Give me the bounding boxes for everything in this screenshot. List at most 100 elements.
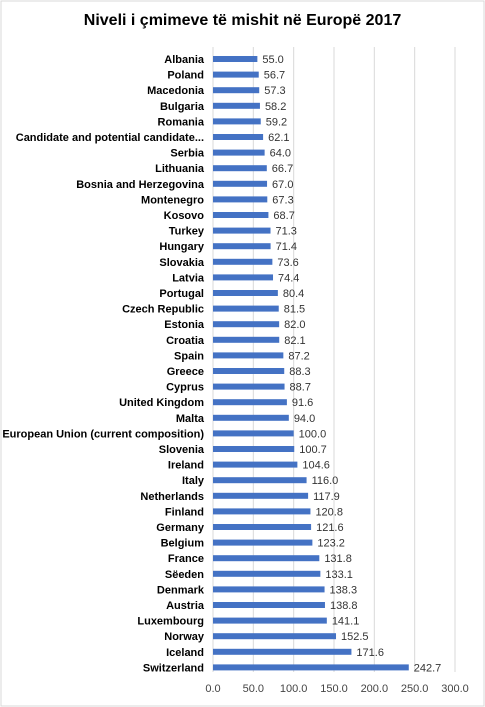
data-label: 91.6: [292, 397, 313, 409]
bar: [213, 118, 261, 125]
data-label: 100.0: [299, 428, 327, 440]
bar: [213, 508, 311, 515]
category-label: European Union (current composition): [2, 428, 204, 440]
data-label: 123.2: [317, 538, 345, 550]
data-label: 120.8: [315, 506, 343, 518]
bar: [213, 539, 313, 546]
data-label: 171.6: [356, 647, 384, 659]
category-label: Spain: [174, 350, 204, 362]
data-label: 82.0: [284, 319, 305, 331]
bar: [213, 570, 321, 577]
data-label: 117.9: [313, 491, 340, 503]
data-label: 242.7: [414, 662, 442, 674]
bar: [213, 165, 267, 172]
data-label: 57.3: [264, 85, 285, 97]
bar: [213, 134, 264, 140]
category-label: Denmark: [157, 584, 205, 596]
category-label: France: [168, 553, 204, 565]
category-label: Slovenia: [159, 444, 205, 456]
data-label: 138.3: [330, 584, 358, 596]
x-tick-label: 250.0: [401, 683, 429, 695]
bar: [213, 602, 325, 608]
x-tick-label: 150.0: [320, 683, 348, 695]
bar: [213, 305, 279, 312]
data-label: 82.1: [284, 335, 305, 347]
bar: [213, 368, 285, 374]
data-label: 88.7: [290, 382, 311, 394]
data-label: 94.0: [294, 413, 315, 425]
bar: [213, 524, 312, 530]
category-label: Netherlands: [140, 491, 204, 503]
bar: [213, 336, 280, 343]
data-label: 88.3: [289, 366, 310, 378]
data-label: 131.8: [324, 553, 352, 565]
category-label: Luxembourg: [137, 616, 204, 628]
bar: [213, 477, 307, 484]
x-tick-label: 50.0: [243, 683, 264, 695]
data-label: 74.4: [278, 272, 299, 284]
category-label: Norway: [164, 631, 205, 643]
bar: [213, 414, 289, 421]
bar: [213, 617, 327, 624]
category-label: Bulgaria: [160, 101, 205, 113]
bar: [213, 196, 268, 203]
bar: [213, 212, 269, 218]
bar: [213, 290, 278, 296]
category-label: Austria: [166, 600, 205, 612]
category-label: Italy: [182, 475, 205, 487]
bar: [213, 492, 309, 499]
bar: [213, 149, 265, 156]
bar: [213, 227, 271, 234]
category-label: Switzerland: [143, 662, 204, 674]
data-label: 116.0: [312, 475, 339, 487]
bar: [213, 430, 294, 437]
category-label: Turkey: [169, 226, 205, 238]
bar: [213, 648, 352, 655]
data-label: 71.3: [276, 226, 297, 238]
x-tick-label: 200.0: [361, 683, 389, 695]
category-label: Belgium: [161, 538, 205, 550]
category-label: Hungary: [159, 241, 205, 253]
bar: [213, 180, 268, 187]
data-label: 67.0: [272, 179, 293, 191]
category-label: Kosovo: [164, 210, 205, 222]
bar: [213, 274, 274, 281]
category-label: Montenegro: [141, 194, 204, 206]
data-label: 67.3: [272, 194, 293, 206]
bar: [213, 555, 320, 562]
bar: [213, 321, 280, 328]
data-label: 141.1: [332, 616, 360, 628]
category-label: Greece: [167, 366, 204, 378]
data-label: 81.5: [284, 304, 305, 316]
bar: [213, 586, 325, 593]
category-label: Czech Republic: [122, 304, 204, 316]
category-label: Latvia: [172, 272, 205, 284]
data-label: 133.1: [325, 569, 353, 581]
category-label: Croatia: [166, 335, 205, 347]
category-label: Malta: [176, 413, 205, 425]
bars: [213, 56, 409, 671]
category-label: Bosnia and Herzegovina: [76, 179, 205, 191]
data-label: 58.2: [265, 101, 286, 113]
category-label: Finland: [165, 506, 204, 518]
category-label: Serbia: [170, 148, 205, 160]
x-tick-label: 300.0: [441, 683, 469, 695]
category-label: Ireland: [168, 460, 204, 472]
category-label: Albania: [164, 54, 205, 66]
category-label: Slovakia: [159, 257, 205, 269]
bar: [213, 243, 271, 250]
data-label: 87.2: [288, 350, 309, 362]
bar: [213, 633, 337, 640]
category-label: Iceland: [166, 647, 204, 659]
category-label: Lithuania: [155, 163, 205, 175]
data-label: 71.4: [276, 241, 297, 253]
category-label: Estonia: [164, 319, 205, 331]
x-tick-label: 0.0: [205, 683, 220, 695]
bar: [213, 258, 273, 265]
bar: [213, 102, 260, 109]
category-label: Candidate and potential candidate...: [16, 132, 204, 144]
data-label: 68.7: [273, 210, 294, 222]
bar: [213, 352, 284, 359]
data-label: 55.0: [262, 54, 283, 66]
data-label: 64.0: [270, 148, 291, 160]
